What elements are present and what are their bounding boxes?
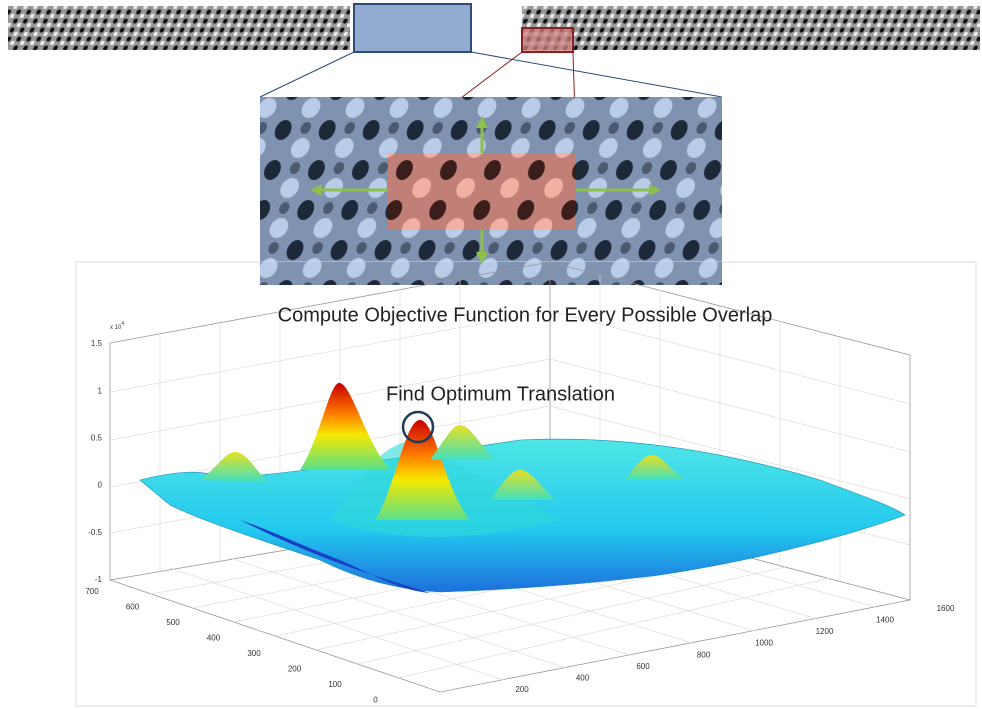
tick-label: 600 xyxy=(126,603,140,612)
tick-label: -0.5 xyxy=(88,528,102,537)
zoom-line xyxy=(471,52,722,97)
tick-label: 100 xyxy=(328,680,342,689)
zoom-image xyxy=(260,262,722,285)
search-region xyxy=(354,4,471,52)
tick-label: 1200 xyxy=(816,627,834,636)
tick-label: 800 xyxy=(697,650,711,659)
tick-label: 400 xyxy=(576,674,590,683)
figure: Compute Objective Function for Every Pos… xyxy=(0,0,982,709)
tick-label: 1400 xyxy=(876,616,894,625)
image-strip xyxy=(522,6,980,50)
annotation: Find Optimum Translation xyxy=(386,383,615,405)
z-multiplier-base: x 10 xyxy=(110,325,122,331)
image-strip xyxy=(8,6,350,50)
tick-label: 1.5 xyxy=(91,339,103,348)
tick-label: 1 xyxy=(98,386,103,395)
tick-label: 0.5 xyxy=(91,434,103,443)
z-multiplier-exponent: 4 xyxy=(121,321,124,327)
tick-label: 700 xyxy=(85,587,99,596)
tick-label: 1600 xyxy=(937,604,955,613)
tick-label: -1 xyxy=(95,575,103,584)
tick-label: 1000 xyxy=(755,639,773,648)
tick-label: 400 xyxy=(207,634,221,643)
zoom-line xyxy=(260,52,354,97)
tick-label: 500 xyxy=(166,618,180,627)
tick-label: 0 xyxy=(98,481,103,490)
tick-label: 300 xyxy=(247,649,261,658)
plot-title: Compute Objective Function for Every Pos… xyxy=(278,304,773,326)
template-region xyxy=(522,28,573,52)
tick-label: 600 xyxy=(636,662,650,671)
tick-label: 0 xyxy=(373,696,378,705)
tick-label: 200 xyxy=(288,665,302,674)
tick-label: 200 xyxy=(515,685,529,694)
template xyxy=(388,153,576,230)
